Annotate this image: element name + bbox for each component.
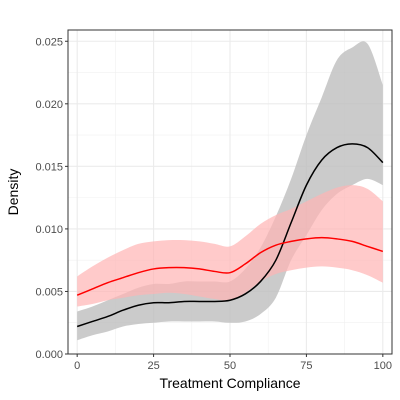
x-tick-label: 25 (147, 360, 159, 372)
x-axis-title: Treatment Compliance (159, 375, 300, 391)
x-tick-label: 0 (74, 360, 80, 372)
y-tick-label: 0.010 (35, 224, 63, 236)
confidence-band-2 (77, 185, 383, 307)
x-tick-label: 75 (300, 360, 312, 372)
density-line-1 (76, 143, 384, 328)
x-tick-label: 100 (374, 360, 392, 372)
y-tick-label: 0.000 (35, 349, 63, 361)
y-tick-label: 0.005 (35, 286, 63, 298)
density-lines (76, 143, 384, 328)
confidence-bands (77, 41, 383, 341)
density-line-2 (76, 236, 384, 296)
y-tick-label: 0.020 (35, 99, 63, 111)
y-tick-label: 0.015 (35, 161, 63, 173)
axes: 0 25 50 75 100 0.000 0.005 0.010 0.015 0.020 0.025 (35, 36, 392, 372)
y-axis-title: Density (5, 169, 21, 216)
y-tick-label: 0.025 (35, 36, 63, 48)
x-tick-label: 50 (224, 360, 236, 372)
confidence-band-1 (77, 41, 383, 341)
